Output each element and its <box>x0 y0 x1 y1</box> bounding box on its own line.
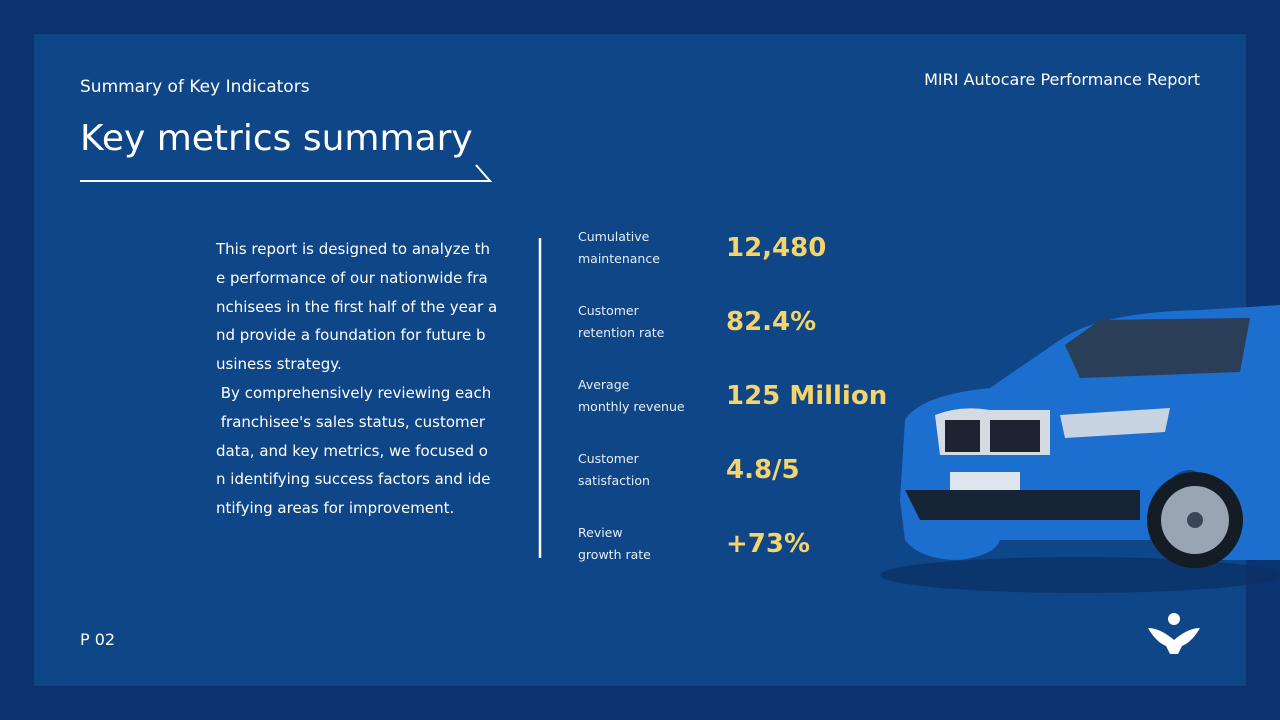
body-line: nd provide a foundation for future b <box>216 326 486 345</box>
body-line: data, and key metrics, we focused o <box>216 441 488 460</box>
body-line: ntifying areas for improvement. <box>216 499 455 518</box>
metric-value: 125 Million <box>726 381 888 411</box>
metric-value: 82.4% <box>726 307 817 337</box>
metric-label: retention rate <box>578 325 665 340</box>
metric-value: +73% <box>726 529 811 559</box>
body-line: usiness strategy. <box>216 355 342 374</box>
metric-label: Average <box>578 377 630 392</box>
metric-label: Customer <box>578 451 639 466</box>
metric-label: Review <box>578 525 623 540</box>
report-name: MIRI Autocare Performance Report <box>924 70 1200 89</box>
metric-label: Cumulative <box>578 229 650 244</box>
title-underline <box>80 164 493 182</box>
metric-label: satisfaction <box>578 473 650 488</box>
logo <box>1148 613 1200 654</box>
body-line: franchisee's sales status, customer <box>216 412 486 431</box>
section-label: Summary of Key Indicators <box>80 77 310 97</box>
page-number: P 02 <box>80 630 116 649</box>
body-line: This report is designed to analyze th <box>216 240 491 258</box>
metric-value: 4.8/5 <box>726 455 800 485</box>
metric-label: growth rate <box>578 547 651 562</box>
metric-label: maintenance <box>578 251 660 266</box>
body-line: By comprehensively reviewing each <box>216 384 492 402</box>
body-line: n identifying success factors and ide <box>216 470 491 489</box>
metric-value: 12,480 <box>726 233 827 263</box>
body-line: e performance of our nationwide fra <box>216 268 488 287</box>
title: Key metrics summary <box>80 118 473 159</box>
metric-label: Customer <box>578 303 639 318</box>
metric-label: monthly revenue <box>578 399 685 414</box>
body-line: nchisees in the first half of the year a <box>216 297 498 316</box>
car-image <box>880 305 1280 593</box>
